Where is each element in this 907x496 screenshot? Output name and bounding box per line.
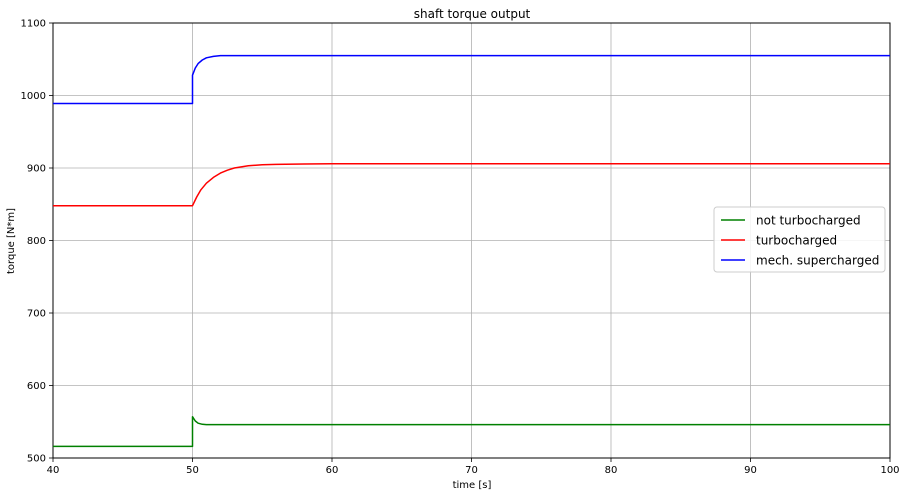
- y-tick-label: 800: [27, 236, 46, 247]
- series-line-2: [53, 54, 890, 105]
- series-lines: [53, 54, 890, 448]
- legend: not turbocharged turbocharged mech. superc…: [713, 206, 886, 273]
- y-tick-label: 900: [27, 164, 46, 175]
- y-tick-label: 1000: [21, 91, 46, 102]
- x-axis-label: time [s]: [453, 480, 492, 491]
- x-tick-label: 80: [605, 465, 618, 476]
- x-tick-label: 40: [47, 465, 60, 476]
- series-line-1: [53, 162, 890, 207]
- x-tick-label: 100: [880, 465, 899, 476]
- y-tick-label: 600: [27, 381, 46, 392]
- x-tick-label: 90: [744, 465, 757, 476]
- y-axis: 500 600 700 800 900 1000 1100: [21, 19, 53, 465]
- x-tick-label: 60: [326, 465, 339, 476]
- y-tick-label: 500: [27, 454, 46, 465]
- series-line-0: [53, 415, 890, 448]
- legend-label: mech. supercharged: [756, 254, 879, 268]
- chart-title: shaft torque output: [414, 7, 531, 21]
- legend-frame: [713, 206, 886, 273]
- y-axis-label: torque [N*m]: [6, 208, 17, 274]
- legend-label: not turbocharged: [756, 214, 861, 228]
- y-tick-label: 1100: [21, 19, 46, 30]
- x-axis: 40 50 60 70 80 90 100: [47, 458, 900, 476]
- legend-label: turbocharged: [756, 234, 837, 248]
- x-tick-label: 50: [186, 465, 199, 476]
- y-tick-label: 700: [27, 309, 46, 320]
- x-tick-label: 70: [465, 465, 478, 476]
